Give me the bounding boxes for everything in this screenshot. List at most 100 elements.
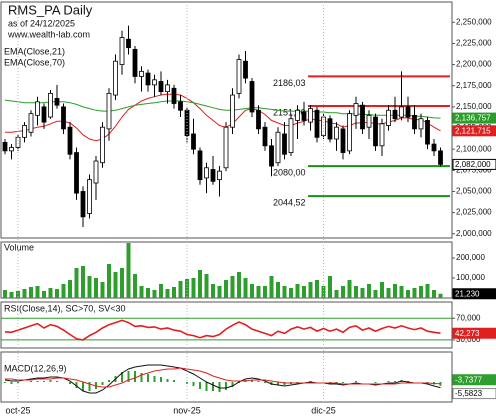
volume-bar [74,268,79,298]
last-value-label: 2,121,715 [455,126,491,135]
candle-body [379,123,385,147]
x-tick-label: dic-25 [311,405,336,415]
panel-frame [0,351,453,403]
candle-body [321,116,326,137]
histogram-bar [43,381,45,382]
candle-body [126,38,131,49]
volume-bar [120,268,124,298]
histogram-bar [10,382,13,384]
candle-body [41,106,47,123]
candle-body [113,60,118,96]
histogram-bar [231,382,234,387]
histogram-bar [36,381,39,382]
volume-bar [425,284,430,298]
volume-bar [243,278,248,298]
chart-title: RMS_PA Daily [8,2,93,17]
candle-body [431,143,437,152]
histogram-bar [134,371,136,382]
last-value-label: 21,230 [455,289,480,298]
candle-body [386,109,391,126]
x-tick-label: oct-25 [5,405,30,415]
volume-bar [224,280,228,298]
candle-body [100,126,105,164]
y-tick-label: 30,000 [456,335,481,344]
volume-bar [61,284,66,298]
y-tick-label: 70,000 [456,313,481,322]
volume-bar [341,286,345,298]
volume-bar [380,282,384,298]
y-tick-label: 2,175,000 [456,81,492,90]
legend-entry: EMA(Close,70) [4,57,65,67]
candle-body [347,113,352,152]
volume-bar [334,290,339,298]
volume-bar [386,288,391,298]
panel-title: Volume [4,242,34,252]
volume-bar [250,284,254,298]
histogram-bar [439,382,442,386]
histogram-bar [4,382,6,383]
histogram-bar [394,381,396,382]
volume-bar [87,276,92,298]
candle-body [275,131,281,164]
histogram-bar [166,379,169,382]
volume-bar [35,286,40,298]
level-label: 2186,03 [273,78,306,88]
y-tick-label: 2,100,000 [456,144,492,153]
volume-bar [146,288,150,298]
volume-bar [198,270,202,298]
candle-body [93,160,99,184]
candle-body [210,169,216,182]
volume-bar [100,282,105,298]
candle-body [425,120,430,145]
candle-body [145,72,151,86]
candle-body [119,37,125,65]
level-label: 2151,00 [273,107,306,117]
candle-body [178,101,183,111]
panel-title: MACD(12,26,9) [4,363,67,373]
candle-body [132,48,138,77]
volume-bar [269,276,274,298]
candle-body [243,60,248,79]
volume-bar [276,282,280,298]
volume-bar [159,284,163,298]
histogram-bar [101,382,104,385]
volume-bar [256,286,261,298]
volume-bar [22,289,27,298]
histogram-bar [173,380,175,382]
volume-bar [393,284,397,298]
histogram-bar [387,381,390,382]
x-tick-label: nov-25 [173,405,201,415]
candle-body [54,98,60,106]
volume-bar [289,288,293,298]
histogram-bar [153,376,156,382]
last-value-box [452,374,496,386]
candle-body [327,118,333,140]
candle-body [301,111,307,121]
y-tick-label: 2,150,000 [456,102,492,111]
histogram-bar [342,382,344,383]
volume-bar [94,278,98,298]
volume-bar [55,289,59,298]
last-value-box [452,112,496,124]
histogram-bar [160,377,162,382]
candle-body [366,114,372,128]
candle-body [353,103,359,116]
candle-body [360,104,365,130]
volume-bar [282,286,287,298]
candle-body [165,84,170,93]
candle-body [269,145,274,167]
histogram-bar [277,382,279,385]
volume-bar [211,284,215,298]
candle-body [262,126,268,147]
histogram-bar [108,380,110,382]
last-value-label: -3,7377 [455,375,483,384]
histogram-bar [212,382,214,391]
volume-bar [178,281,183,298]
candle-body [35,101,40,116]
level-label: 2080,00 [273,167,306,177]
chart-subtitle: as of 24/12/2025 [8,18,75,28]
histogram-bar [257,381,260,382]
y-tick-label: 2,250,000 [456,17,492,26]
histogram-bar [69,382,71,384]
candle-body [230,94,235,128]
